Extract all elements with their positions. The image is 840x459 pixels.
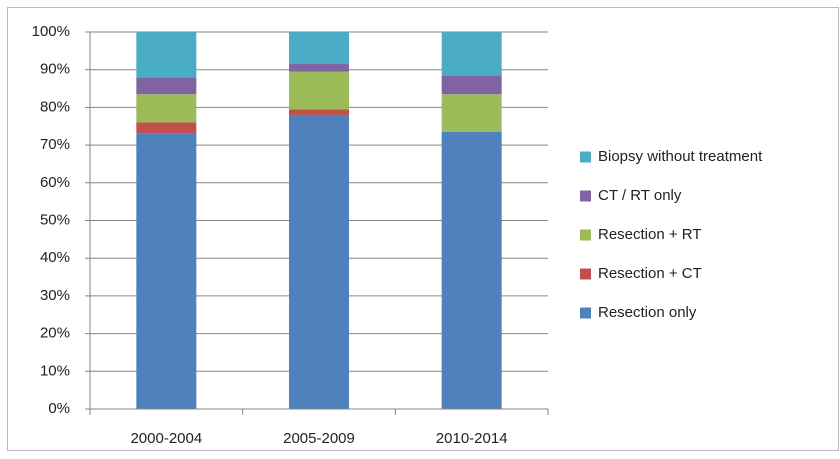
bar-segment [289, 64, 349, 72]
legend-swatch [580, 190, 591, 202]
bar-segment [441, 131, 502, 409]
chart-frame [7, 7, 839, 451]
legend-swatch [580, 268, 591, 280]
y-tick-label: 30% [40, 287, 70, 304]
legend-label: Resection + CT [598, 265, 702, 282]
y-tick-label: 40% [40, 249, 70, 266]
y-tick-label: 0% [48, 400, 70, 417]
x-tick-label: 2010-2014 [436, 430, 508, 447]
bar-segment [136, 77, 197, 95]
bar-segment [136, 133, 197, 410]
bar-segment [289, 109, 349, 115]
y-tick-label: 70% [40, 136, 70, 153]
bar-segment [441, 75, 502, 95]
legend-swatch [580, 307, 591, 319]
bar-segment [441, 94, 502, 132]
y-tick-label: 100% [32, 23, 70, 40]
bar-segment [289, 32, 349, 65]
x-tick-label: 2000-2004 [130, 430, 202, 447]
bar-segment [136, 94, 197, 123]
legend-label: Resection only [598, 304, 697, 321]
bar-segment [441, 32, 502, 76]
y-tick-label: 80% [40, 98, 70, 115]
bar-segment [136, 122, 197, 134]
legend-label: CT / RT only [598, 187, 682, 204]
bar-segment [289, 71, 349, 110]
y-tick-label: 10% [40, 362, 70, 379]
bar-segment [289, 114, 349, 409]
y-tick-label: 20% [40, 325, 70, 342]
legend-label: Biopsy without treatment [598, 148, 763, 165]
legend-swatch [580, 151, 591, 163]
bar-segment [136, 32, 197, 78]
y-tick-label: 60% [40, 174, 70, 191]
legend-label: Resection + RT [598, 226, 702, 243]
y-tick-label: 50% [40, 211, 70, 228]
x-tick-label: 2005-2009 [283, 430, 355, 447]
y-tick-label: 90% [40, 61, 70, 78]
legend-swatch [580, 229, 591, 241]
